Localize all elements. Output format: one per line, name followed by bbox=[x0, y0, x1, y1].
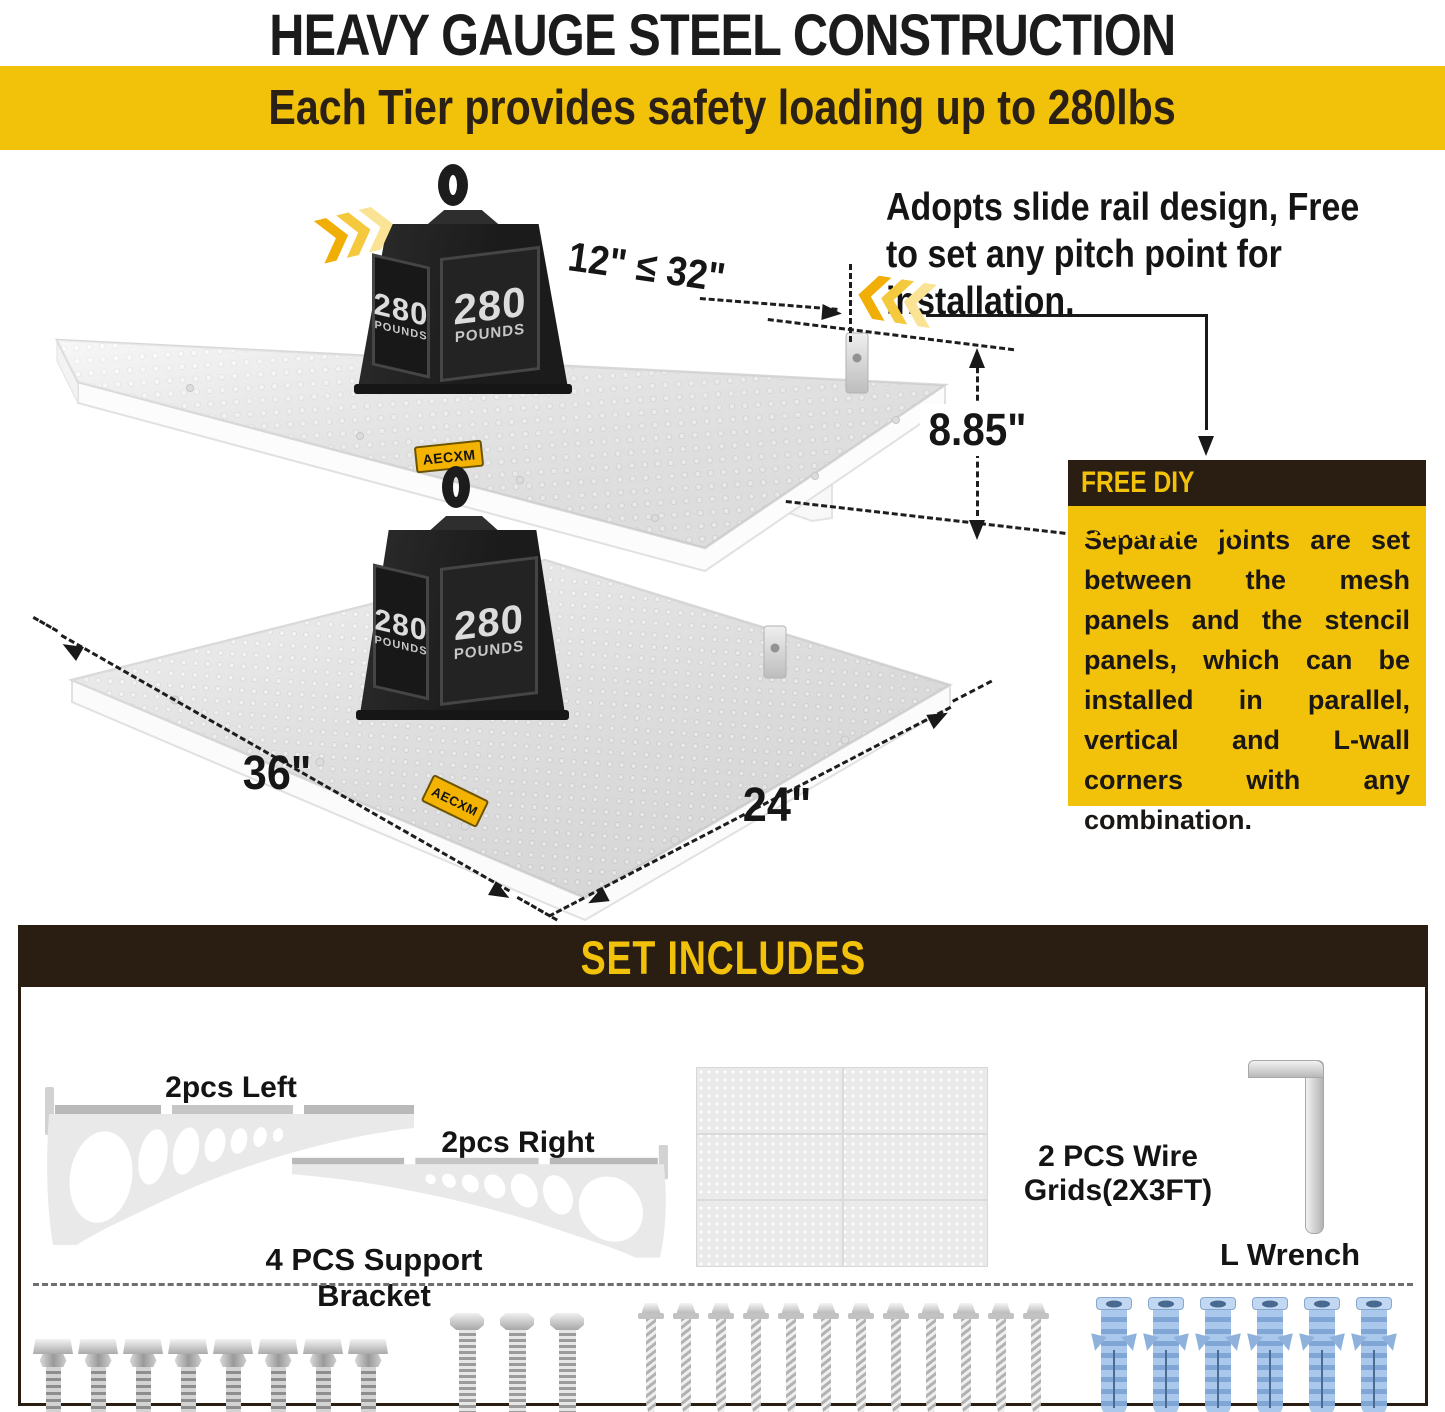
bottom-shelf-illustration bbox=[68, 558, 954, 922]
wire-grid-icon bbox=[696, 1067, 988, 1267]
hexagonal-screw-icon bbox=[743, 1303, 769, 1412]
rail-screw-icon bbox=[213, 1339, 253, 1412]
rail-screw-icon bbox=[78, 1339, 118, 1412]
connection-bolt-icon bbox=[548, 1313, 586, 1412]
set-includes-body: 2pcs Left 2pcs Right 4 PCS Support Brack… bbox=[21, 987, 1425, 1412]
rail-screw-icon bbox=[303, 1339, 343, 1412]
hexagonal-screw-icon bbox=[953, 1303, 979, 1412]
diy-connector-vertical bbox=[1205, 314, 1208, 430]
dim-height-arrow-down bbox=[969, 520, 985, 540]
hexagonal-screw-icon bbox=[883, 1303, 909, 1412]
hexagonal-screw-icon bbox=[1023, 1303, 1049, 1412]
top-shelf-illustration bbox=[54, 332, 949, 573]
weight-block-bottom: 280 POUNDS 280 POUNDS bbox=[356, 466, 569, 724]
rail-screw-icon bbox=[348, 1339, 388, 1412]
dim-width-label: 36" bbox=[242, 747, 312, 800]
dim-height-line-bottom bbox=[976, 452, 979, 516]
hexagonal-screw-icon bbox=[813, 1303, 839, 1412]
hexagonal-screw-icon bbox=[988, 1303, 1014, 1412]
slide-rail-note: Adopts slide rail design, Free to set an… bbox=[886, 186, 1360, 323]
set-includes-section: SET INCLUDES 2pcs Left 2pcs Right 4 PCS … bbox=[18, 925, 1428, 1412]
capacity-banner-text: Each Tier provides safety loading up to … bbox=[268, 81, 1177, 135]
dim-height-label: 8.85" bbox=[920, 404, 1034, 456]
expansion-plug-icon bbox=[1295, 1297, 1349, 1412]
wire-grid-label: 2 PCS Wire Grids(2X3FT) bbox=[1023, 1140, 1213, 1207]
dim-height-line-top bbox=[976, 358, 979, 410]
expansion-plug-icon bbox=[1191, 1297, 1245, 1412]
wrench-label: L Wrench bbox=[1219, 1237, 1361, 1272]
l-wrench-icon-arm bbox=[1248, 1060, 1324, 1078]
expansion-plug-icon bbox=[1139, 1297, 1193, 1412]
set-includes-title: SET INCLUDES bbox=[580, 931, 866, 984]
rail-screw-icon bbox=[258, 1339, 298, 1412]
weight-ring-icon bbox=[438, 164, 468, 206]
rail-screw-icon bbox=[123, 1339, 163, 1412]
rail-screws-row bbox=[33, 1339, 388, 1412]
hexagonal-screw-icon bbox=[778, 1303, 804, 1412]
page-title: HEAVY GAUGE STEEL CONSTRUCTION bbox=[269, 3, 1176, 68]
weight-ring-icon bbox=[442, 466, 470, 508]
diy-box-body: Separate joints are set between the mesh… bbox=[1084, 525, 1410, 835]
dim-depth-label: 24" bbox=[742, 779, 812, 832]
connection-bolt-icon bbox=[498, 1313, 536, 1412]
weight-face-left: 280 POUNDS bbox=[372, 253, 430, 379]
weight-face-front: 280 POUNDS bbox=[440, 245, 540, 383]
expansion-plug-icon bbox=[1087, 1297, 1141, 1412]
bracket-right-label: 2pcs Right bbox=[441, 1126, 595, 1159]
hexagonal-screw-icon bbox=[918, 1303, 944, 1412]
set-includes-header: SET INCLUDES bbox=[21, 928, 1425, 987]
connection-bolts-row bbox=[448, 1313, 586, 1412]
bracket-left-label: 2pcs Left bbox=[165, 1071, 297, 1104]
rail-screw-icon bbox=[168, 1339, 208, 1412]
rail-screw-icon bbox=[33, 1339, 73, 1412]
diy-connection-box: FREE DIY CONNECTION Separate joints are … bbox=[1068, 460, 1426, 835]
hexagonal-screw-icon bbox=[638, 1303, 664, 1412]
bracket-caption: 4 PCS Support Bracket bbox=[265, 1242, 483, 1313]
l-wrench-icon bbox=[1305, 1060, 1324, 1234]
expansion-plug-icon bbox=[1243, 1297, 1297, 1412]
capacity-banner: Each Tier provides safety loading up to … bbox=[0, 66, 1445, 150]
hexagonal-screw-icon bbox=[673, 1303, 699, 1412]
expansion-plugs-row bbox=[1087, 1297, 1401, 1412]
hexagonal-screws-row bbox=[638, 1303, 1049, 1412]
weight-block-top: 280 POUNDS 280 POUNDS bbox=[354, 164, 572, 394]
hexagonal-screw-icon bbox=[708, 1303, 734, 1412]
expansion-plug-icon bbox=[1347, 1297, 1401, 1412]
pitch-extension-line bbox=[849, 264, 852, 342]
weight-face-left: 280 POUNDS bbox=[373, 563, 429, 701]
dim-height-arrow-up bbox=[969, 348, 985, 368]
connection-bolt-icon bbox=[448, 1313, 486, 1412]
weight-face-front: 280 POUNDS bbox=[440, 555, 538, 707]
diy-connector-arrowhead bbox=[1198, 436, 1214, 456]
section-divider bbox=[33, 1283, 1413, 1286]
hexagonal-screw-icon bbox=[848, 1303, 874, 1412]
dim-pitch-arrowhead bbox=[821, 304, 843, 322]
diy-connector-horizontal bbox=[926, 314, 1208, 317]
diy-box-title: FREE DIY CONNECTION bbox=[1068, 460, 1426, 545]
